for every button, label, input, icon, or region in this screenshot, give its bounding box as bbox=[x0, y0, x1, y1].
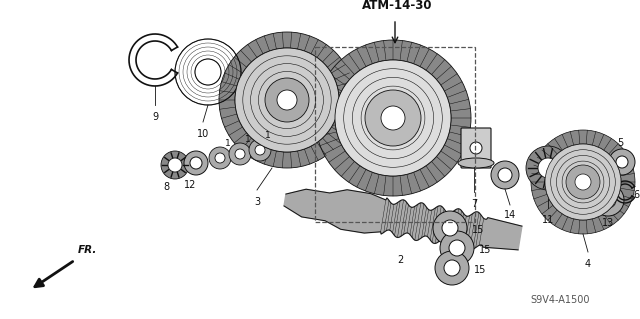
Text: 1: 1 bbox=[245, 135, 251, 144]
Text: 15: 15 bbox=[474, 265, 486, 275]
FancyBboxPatch shape bbox=[461, 128, 491, 168]
Circle shape bbox=[440, 231, 474, 265]
Circle shape bbox=[609, 149, 635, 175]
Circle shape bbox=[470, 142, 482, 154]
Text: 10: 10 bbox=[197, 129, 209, 139]
Text: 13: 13 bbox=[602, 218, 614, 228]
Circle shape bbox=[381, 106, 405, 130]
Circle shape bbox=[190, 157, 202, 169]
Circle shape bbox=[315, 40, 471, 196]
Circle shape bbox=[600, 192, 616, 208]
Circle shape bbox=[235, 48, 339, 152]
Text: 9: 9 bbox=[152, 112, 158, 122]
Text: 2: 2 bbox=[397, 255, 403, 265]
Circle shape bbox=[566, 165, 600, 199]
Text: FR.: FR. bbox=[78, 245, 97, 255]
Circle shape bbox=[184, 151, 208, 175]
Circle shape bbox=[449, 240, 465, 256]
Circle shape bbox=[195, 59, 221, 85]
Text: ATM-14-30: ATM-14-30 bbox=[362, 0, 432, 12]
Circle shape bbox=[215, 153, 225, 163]
Text: 11: 11 bbox=[542, 215, 554, 225]
Circle shape bbox=[161, 151, 189, 179]
Text: 1: 1 bbox=[225, 139, 231, 148]
Circle shape bbox=[526, 146, 570, 190]
Circle shape bbox=[168, 158, 182, 172]
Text: 8: 8 bbox=[163, 182, 169, 192]
Circle shape bbox=[255, 145, 265, 155]
Circle shape bbox=[442, 220, 458, 236]
Circle shape bbox=[616, 156, 628, 168]
Circle shape bbox=[575, 174, 591, 190]
Text: 15: 15 bbox=[472, 225, 484, 235]
Circle shape bbox=[435, 251, 469, 285]
Circle shape bbox=[229, 143, 251, 165]
Circle shape bbox=[219, 32, 355, 168]
Text: 6: 6 bbox=[633, 190, 639, 200]
Text: 4: 4 bbox=[585, 259, 591, 269]
Polygon shape bbox=[284, 189, 522, 250]
Text: 3: 3 bbox=[254, 197, 260, 207]
Text: 7: 7 bbox=[471, 199, 477, 209]
Circle shape bbox=[545, 144, 621, 220]
Circle shape bbox=[365, 90, 421, 146]
Bar bbox=[315, 47, 475, 222]
Circle shape bbox=[235, 48, 339, 152]
Text: S9V4-A1500: S9V4-A1500 bbox=[531, 295, 589, 305]
Circle shape bbox=[538, 158, 558, 178]
Circle shape bbox=[335, 60, 451, 176]
Text: 12: 12 bbox=[184, 180, 196, 190]
Circle shape bbox=[209, 147, 231, 169]
Circle shape bbox=[498, 168, 512, 182]
Circle shape bbox=[545, 144, 621, 220]
Circle shape bbox=[491, 161, 519, 189]
Ellipse shape bbox=[458, 158, 494, 168]
Text: 5: 5 bbox=[617, 138, 623, 148]
Circle shape bbox=[592, 184, 624, 216]
Text: 15: 15 bbox=[479, 245, 492, 255]
Circle shape bbox=[433, 211, 467, 245]
Circle shape bbox=[335, 60, 451, 176]
Circle shape bbox=[531, 130, 635, 234]
Text: 1: 1 bbox=[265, 131, 271, 140]
Circle shape bbox=[249, 139, 271, 161]
Circle shape bbox=[444, 260, 460, 276]
Text: 14: 14 bbox=[504, 210, 516, 220]
Circle shape bbox=[265, 78, 309, 122]
Circle shape bbox=[277, 90, 297, 110]
Circle shape bbox=[235, 149, 245, 159]
